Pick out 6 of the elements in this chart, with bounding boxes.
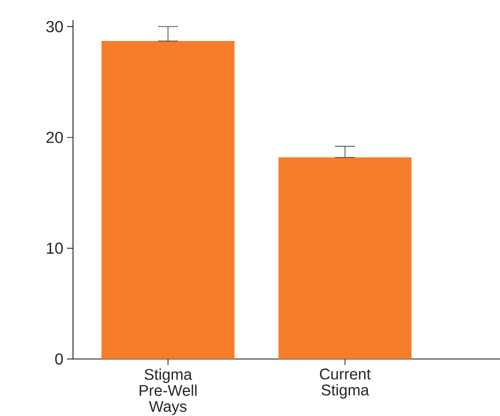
y-tick-label: 0	[55, 353, 63, 365]
y-tick-label: 20	[46, 132, 63, 144]
y-tick-label: 10	[46, 242, 63, 254]
y-tick-label: 30	[46, 20, 63, 32]
x-tick-label: Current Stigma	[320, 368, 371, 399]
x-tick-label: Stigma Pre-Well Ways	[140, 368, 197, 415]
